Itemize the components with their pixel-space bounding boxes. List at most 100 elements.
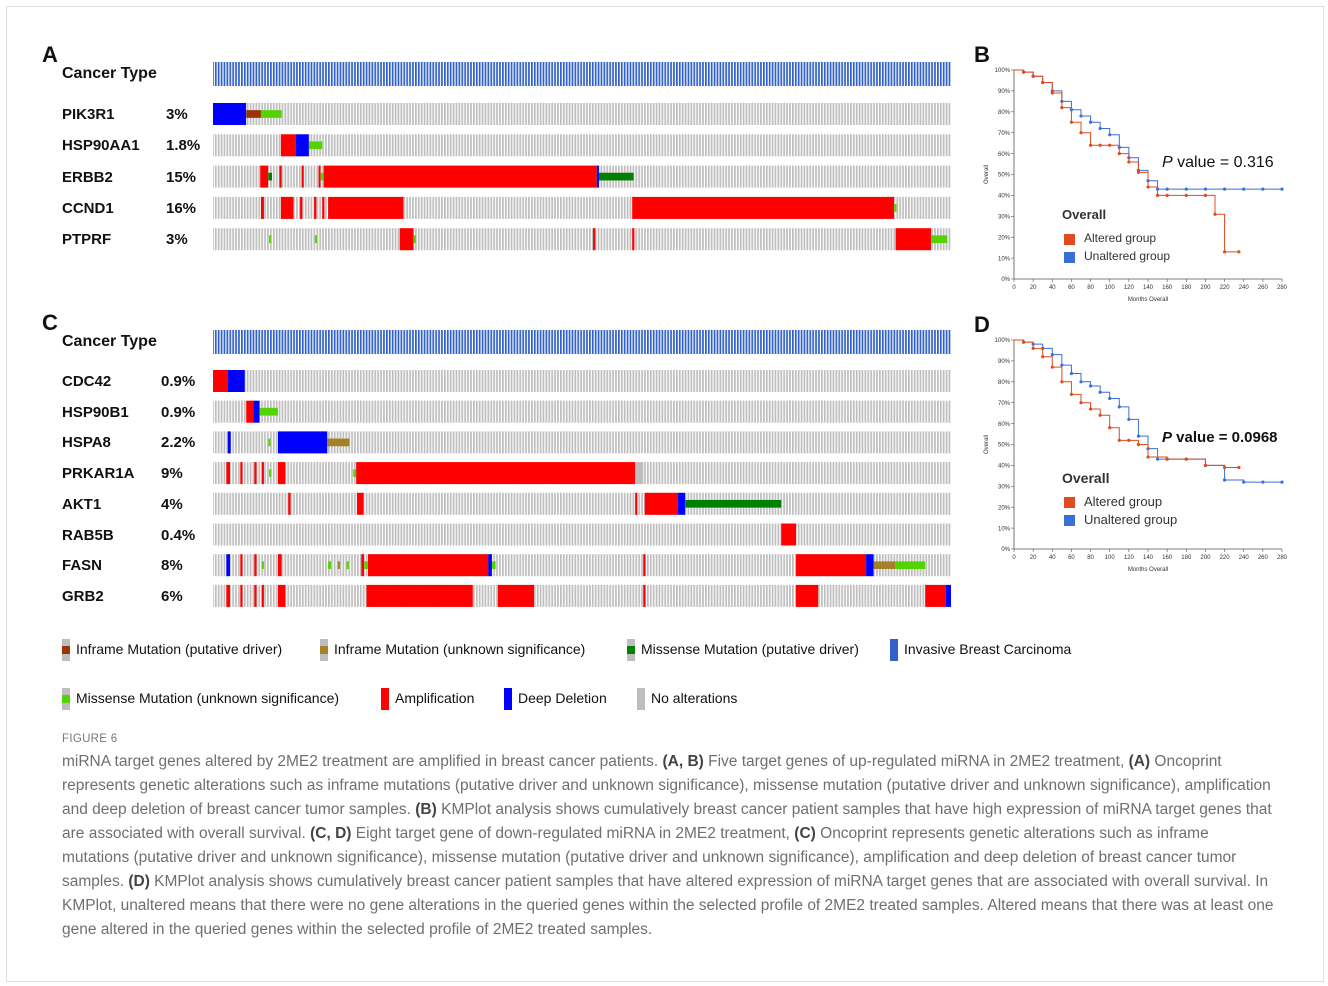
- legend-swatch-mark: [62, 695, 70, 703]
- alteration-missense-unknown: [260, 110, 282, 118]
- km-legend-label: Unaltered group: [1084, 249, 1171, 263]
- panel-letter-b: B: [974, 42, 990, 67]
- figure-frame: [6, 6, 1324, 982]
- oncoprint-row-rab5b: [213, 523, 951, 546]
- p-value-b: P value = 0.316: [1162, 154, 1274, 172]
- censor-mark: [1155, 457, 1160, 461]
- x-tick-label: 40: [1049, 285, 1056, 291]
- alteration-missense-unknown: [931, 235, 948, 244]
- censor-mark: [1222, 250, 1227, 254]
- y-tick-label: 20%: [998, 505, 1011, 511]
- legend-swatch: [62, 639, 70, 661]
- caption-text: KMPlot analysis shows cumulatively breas…: [62, 873, 1274, 938]
- alteration-deep-deletion: [253, 400, 260, 423]
- gene-percent-hsp90aa1: 1.8%: [166, 137, 201, 155]
- x-tick-label: 20: [1030, 555, 1037, 561]
- alteration-amplification: [497, 584, 535, 607]
- cancer-type-track: [213, 62, 951, 86]
- oncoprint-row-hspa8: [213, 431, 951, 454]
- alteration-amplification: [318, 165, 321, 188]
- gene-percent-cdc42: 0.9%: [161, 373, 196, 390]
- alteration-deep-deletion: [596, 165, 599, 188]
- gene-name-hspa8: HSPA8: [62, 434, 111, 452]
- alteration-amplification: [323, 165, 597, 188]
- censor-mark: [1041, 80, 1045, 85]
- gene-name-ccnd1: CCND1: [62, 199, 114, 217]
- figure-caption: miRNA target genes altered by 2ME2 treat…: [62, 750, 1277, 942]
- alteration-amplification: [260, 165, 269, 188]
- x-tick-label: 20: [1030, 285, 1037, 291]
- censor-mark: [1050, 91, 1054, 95]
- p-value-text: value = 0.316: [1172, 154, 1274, 171]
- oncoprint-row-hsp90b1: [213, 400, 951, 423]
- alteration-missense-unknown: [320, 172, 324, 181]
- censor-mark: [1280, 480, 1284, 484]
- oncoprint-row-cdc42: [213, 370, 951, 392]
- caption-text: Five target genes of up-regulated miRNA …: [703, 753, 1129, 770]
- alteration-missense-unknown: [314, 235, 318, 244]
- gene-percent-fasn: 8%: [161, 557, 183, 575]
- no-alteration-background: [213, 134, 951, 157]
- alteration-missense-unknown: [353, 469, 357, 477]
- legend-swatch: [504, 688, 512, 710]
- alteration-amplification: [361, 554, 365, 577]
- y-tick-label: 30%: [998, 215, 1011, 221]
- km-legend-swatch: [1064, 515, 1075, 526]
- oncoprint-row-ptprf: [213, 228, 951, 251]
- censor-mark: [1060, 363, 1064, 367]
- x-tick-label: 120: [1124, 555, 1135, 561]
- alteration-amplification: [240, 584, 243, 607]
- km-plot-d: 0% 10% 20% 30% 40% 50% 60% 70% 80% 90% 100% 0 20 40 60…: [984, 338, 1288, 573]
- censor-mark: [1127, 417, 1131, 422]
- no-alteration-background: [213, 584, 951, 607]
- y-tick-label: 50%: [998, 173, 1011, 179]
- km-plot-b: 0% 10% 20% 30% 40% 50% 60% 70% 80% 90% 100% 0 20 40 60…: [984, 68, 1288, 303]
- no-alteration-background: [213, 492, 951, 515]
- censor-mark: [1127, 160, 1131, 164]
- gene-percent-prkar1a: 9%: [161, 465, 183, 483]
- p-value-text: value = 0.0968: [1172, 429, 1278, 446]
- y-tick-label: 0%: [1001, 277, 1010, 283]
- y-tick-label: 40%: [998, 194, 1011, 200]
- alteration-amplification: [925, 584, 946, 607]
- alteration-deep-deletion: [277, 431, 328, 454]
- alteration-amplification: [226, 462, 230, 485]
- oncoprint-row-erbb2: [213, 165, 951, 188]
- km-legend-swatch: [1064, 497, 1075, 508]
- alteration-missense-unknown: [491, 561, 496, 570]
- y-tick-label: 20%: [998, 235, 1011, 241]
- alteration-amplification: [300, 196, 303, 219]
- gene-percent-hspa8: 2.2%: [161, 434, 196, 452]
- censor-mark: [1079, 401, 1083, 405]
- alteration-deep-deletion: [213, 103, 247, 125]
- legend-swatch: [62, 688, 70, 710]
- alteration-amplification: [322, 196, 325, 219]
- censor-mark: [1079, 114, 1083, 118]
- x-tick-label: 220: [1220, 555, 1231, 561]
- alteration-amplification: [280, 196, 294, 219]
- caption-panel-ref: (C, D): [310, 825, 352, 842]
- km-legend-swatch: [1064, 234, 1075, 245]
- censor-mark: [1098, 413, 1102, 417]
- alteration-deep-deletion: [488, 554, 492, 577]
- censor-mark: [1136, 434, 1141, 438]
- km-legend-title-d: Overall: [1062, 470, 1110, 486]
- alteration-amplification: [260, 196, 264, 219]
- censor-mark: [1060, 380, 1064, 384]
- alteration-deep-deletion: [227, 370, 245, 392]
- legend-label: No alterations: [651, 690, 738, 706]
- censor-mark: [1088, 384, 1093, 388]
- alteration-amplification: [356, 492, 364, 515]
- x-tick-label: 180: [1181, 555, 1192, 561]
- alteration-amplification: [277, 462, 286, 485]
- y-tick-label: 90%: [998, 359, 1011, 365]
- legend-label: Missense Mutation (putative driver): [641, 641, 859, 657]
- alteration-amplification: [366, 584, 473, 607]
- censor-mark: [1242, 480, 1246, 484]
- x-axis-label: Months Overall: [1128, 297, 1168, 303]
- x-tick-label: 220: [1220, 285, 1231, 291]
- legend-label: Missense Mutation (unknown significance): [76, 690, 340, 706]
- alteration-amplification: [328, 196, 404, 219]
- oncoprint-row-akt1: [213, 492, 951, 515]
- caption-panel-ref: (A, B): [662, 753, 704, 770]
